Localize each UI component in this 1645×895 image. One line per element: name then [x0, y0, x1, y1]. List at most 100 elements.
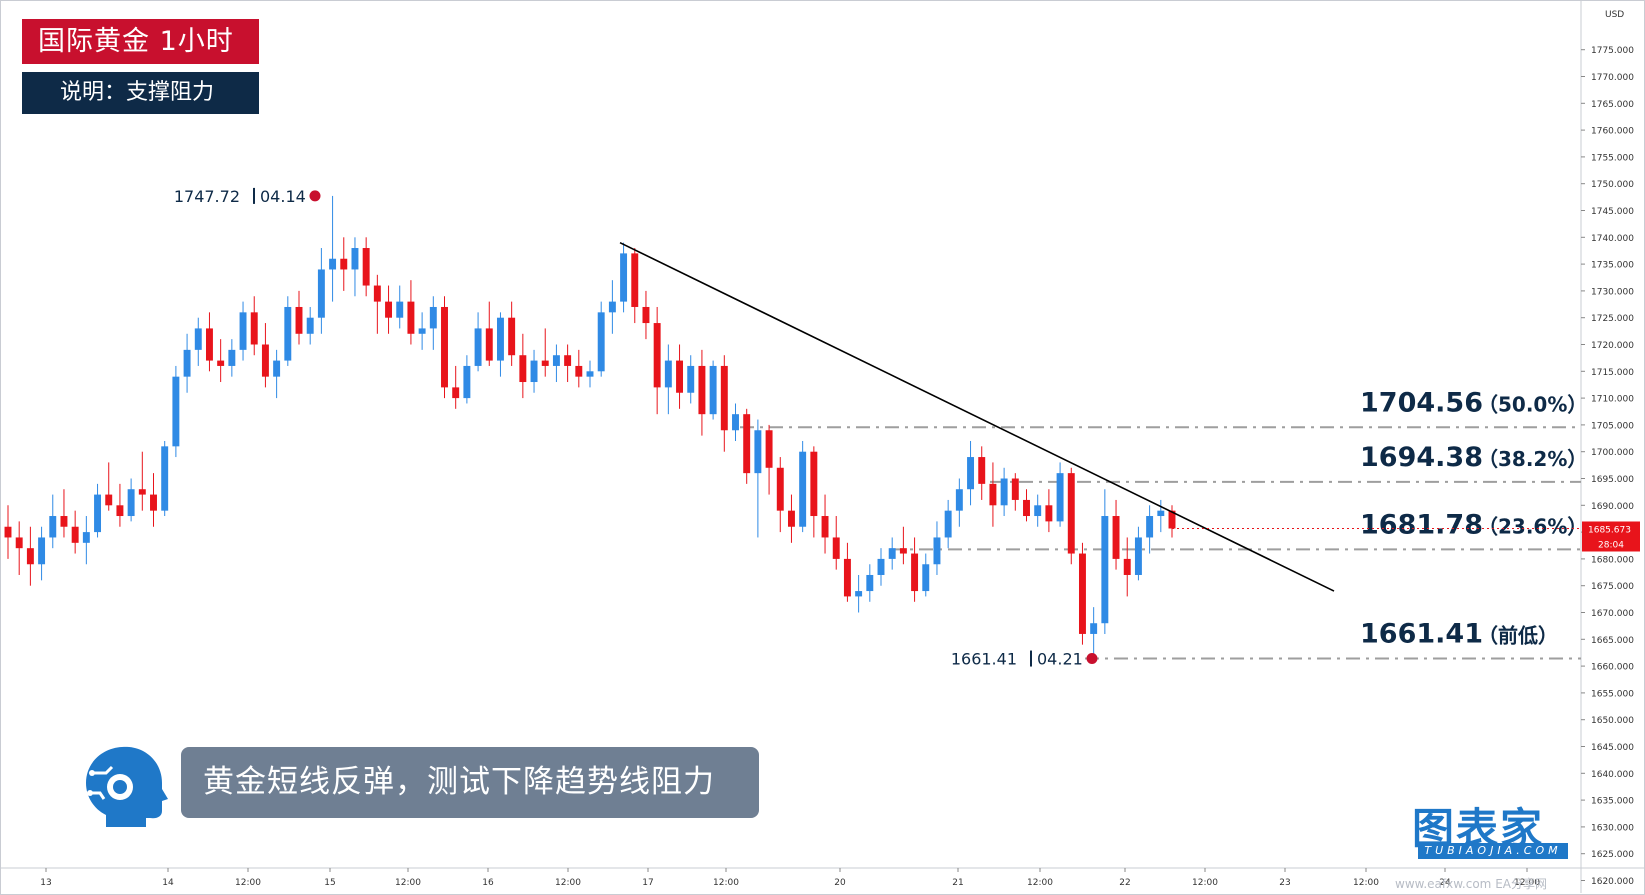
candle-body	[799, 451, 807, 527]
candle	[373, 274, 381, 334]
candle-body	[373, 285, 381, 302]
swing-point-dot	[1086, 653, 1098, 665]
candle-body	[172, 376, 180, 447]
candle	[94, 483, 102, 538]
candle-body	[82, 532, 90, 543]
candle	[552, 344, 560, 383]
candle-body	[888, 548, 896, 559]
candle	[888, 537, 896, 570]
candle-body	[989, 483, 997, 506]
swing-date-text: 04.14	[260, 187, 306, 206]
candle	[1067, 467, 1075, 565]
level-label: （38.2%）	[1478, 447, 1587, 471]
candle-body	[642, 306, 650, 324]
time-tick-label: 21	[952, 878, 963, 888]
time-tick-label: 16	[482, 878, 494, 888]
candle-body	[787, 510, 795, 527]
candle-body	[911, 553, 919, 592]
candle	[776, 457, 784, 533]
candle	[855, 574, 863, 613]
candle-body	[273, 360, 281, 377]
price-tick-label: 1720.000	[1591, 341, 1634, 351]
price-axis[interactable]: 1775.000 1770.000 1765.000 1760.000 1755.000…	[1581, 46, 1634, 887]
price-tick-label: 1755.000	[1591, 153, 1634, 163]
support-resistance-levels: 1704.56（50.0%） 1694.38（38.2%） 1681.78（23.6…	[740, 387, 1587, 660]
price-tick-label: 1655.000	[1591, 689, 1634, 699]
candle-body	[71, 526, 79, 543]
candle-body	[284, 306, 292, 361]
candle-body	[821, 516, 829, 538]
candle	[843, 542, 851, 602]
candle-body	[463, 365, 471, 399]
candle	[1146, 505, 1154, 554]
candle	[810, 446, 818, 538]
candle	[1134, 526, 1142, 581]
candle-body	[1146, 516, 1154, 538]
candle	[1011, 473, 1019, 511]
time-tick-label: 12:00	[1353, 878, 1379, 888]
candle	[4, 505, 12, 559]
price-tick-label: 1640.000	[1591, 770, 1634, 780]
swing-annotations: 1747.72 04.14 1661.41 04.21	[174, 187, 1098, 669]
candle-body	[709, 365, 717, 415]
candle	[519, 333, 527, 399]
level-label: （23.6%）	[1478, 514, 1587, 538]
candle-body	[94, 494, 102, 533]
candle	[743, 408, 751, 484]
candle-body	[978, 457, 986, 484]
candle	[709, 360, 717, 420]
candle-body	[407, 301, 415, 334]
candle	[273, 349, 281, 399]
candle-body	[183, 349, 191, 377]
candle	[832, 516, 840, 570]
candle-body	[250, 312, 258, 345]
candle	[754, 419, 762, 538]
candle-body	[1045, 505, 1053, 522]
level-value: 1661.41	[1360, 619, 1483, 650]
candle-body	[127, 489, 135, 517]
current-price-box	[1582, 521, 1640, 552]
candle-body	[899, 548, 907, 554]
candle	[317, 248, 325, 334]
candle-body	[194, 328, 202, 350]
candle-body	[441, 306, 448, 388]
candle-body	[508, 317, 516, 356]
candle	[631, 248, 639, 324]
candle	[463, 355, 471, 404]
candle	[877, 548, 885, 586]
candle-body	[1034, 505, 1042, 517]
candles-group	[4, 195, 1176, 659]
candle-body	[239, 312, 247, 350]
price-tick-label: 1700.000	[1591, 448, 1634, 458]
price-tick-label: 1765.000	[1591, 100, 1634, 110]
candle-body	[519, 355, 527, 383]
candle-body	[1123, 558, 1131, 575]
time-tick-label: 13	[40, 878, 51, 888]
candle-body	[687, 365, 695, 393]
candle	[116, 483, 124, 527]
price-tick-label: 1625.000	[1591, 850, 1634, 860]
price-tick-label: 1645.000	[1591, 743, 1634, 753]
candle-body	[776, 467, 784, 511]
candle-body	[720, 365, 728, 431]
time-axis[interactable]: 13 14 12:00 15 12:00 16 12:00 17 12:00 20 21 12:00 2…	[40, 868, 1540, 888]
candle	[474, 312, 482, 372]
candle	[60, 489, 68, 538]
candle	[183, 333, 191, 393]
candle-body	[765, 430, 773, 468]
candle-body	[1090, 623, 1098, 634]
candle-body	[205, 328, 213, 361]
candle	[138, 451, 146, 511]
candle	[407, 280, 415, 345]
price-tick-label: 1680.000	[1591, 555, 1634, 565]
candle	[250, 296, 258, 356]
price-tick-label: 1665.000	[1591, 636, 1634, 646]
chart-title-badge: 国际黄金 1小时	[22, 19, 259, 64]
candle-body	[496, 317, 504, 361]
candle	[720, 355, 728, 452]
time-tick-label: 17	[642, 878, 653, 888]
price-tick-label: 1620.000	[1591, 877, 1634, 887]
candle	[664, 344, 672, 415]
robot-head-icon	[86, 746, 168, 827]
